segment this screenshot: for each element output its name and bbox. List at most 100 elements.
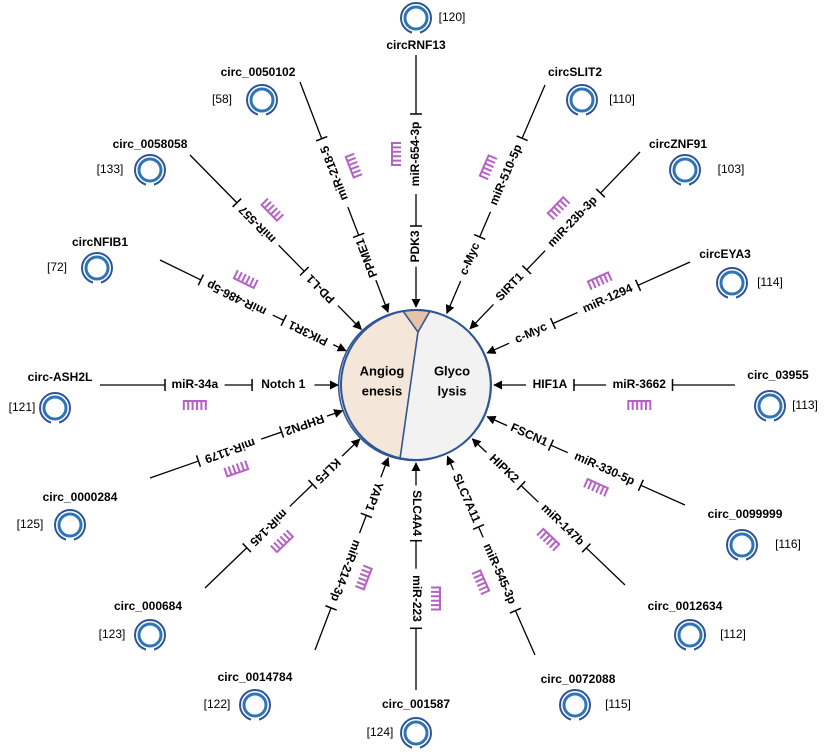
connector [550, 444, 569, 454]
connector [189, 154, 238, 204]
circrna-icon-inner [729, 532, 755, 558]
mirna-label: miR-557 [236, 203, 279, 246]
reference: [116] [775, 537, 801, 551]
mirna-comb [223, 460, 250, 478]
connector [289, 483, 314, 507]
connector [337, 305, 362, 331]
spoke: miR-1179 RHPN2 circ_0000284 [125] [17, 409, 344, 542]
mirna-icon [627, 400, 652, 410]
reference: [72] [47, 260, 67, 274]
inhibit-bar [325, 605, 337, 611]
target-label: FSCN1 [509, 420, 551, 449]
circrna-icon-inner [42, 395, 68, 421]
reference: [121] [9, 400, 36, 414]
inhibit-bar [242, 542, 252, 553]
target-label: PD-L1 [303, 271, 338, 306]
mirna-label: miR-510-5p [486, 142, 524, 207]
inhibit-bar [472, 523, 485, 531]
inhibit-bar [307, 479, 318, 490]
inhibit-bar [232, 198, 242, 208]
reference: [112] [720, 627, 746, 641]
inhibit-bar [516, 480, 526, 491]
spoke: miR-3662 HIF1A circ_03955 [113] [493, 368, 818, 423]
connector [471, 438, 487, 453]
inhibit-bar [549, 317, 557, 330]
connector [526, 250, 546, 271]
spoke: miR-510-5p c-Myc circSLIT2 [110] [445, 65, 635, 315]
connector [260, 431, 282, 440]
connector [341, 438, 361, 457]
inhibit-bar [634, 279, 642, 292]
reference: [125] [17, 517, 44, 531]
connector [520, 485, 539, 503]
connector [314, 607, 332, 651]
reference: [120] [439, 10, 466, 24]
mirna-icon [182, 400, 207, 410]
connector [637, 261, 691, 286]
inhibit-bar [280, 314, 287, 327]
mirna-label: miR-214-3p [328, 538, 364, 603]
mirna-label: miR-1294 [580, 281, 635, 316]
spoke: miR-34a Notch 1 circ-ASH2L [121] [9, 370, 339, 425]
mirna-label: miR-3662 [613, 377, 667, 391]
circrna-label: circZNF91 [649, 137, 707, 151]
connector [358, 515, 367, 534]
circrna-label: circ_0099999 [708, 507, 783, 521]
inhibit-bar [521, 265, 532, 275]
mirna-comb [260, 197, 285, 223]
center-circle: Angiog enesis Glyco lysis [337, 309, 492, 462]
target-label: Notch 1 [261, 377, 305, 391]
mirna-comb [536, 527, 561, 552]
mirna-label: miR-223 [410, 575, 424, 622]
inhibit-bar [278, 426, 285, 438]
spoke: miR-486-5p PIK3R1 circNFIB1 [72] [47, 235, 347, 352]
connector [477, 526, 484, 538]
center-label: lysis [438, 383, 467, 398]
circrna-label: circ_0012634 [648, 599, 723, 613]
mirna-comb [344, 152, 363, 179]
target-label: PIK3R1 [286, 318, 330, 349]
target-label: RHPN2 [283, 412, 326, 439]
circrna-label: circEYA3 [699, 247, 751, 261]
connector [514, 610, 536, 656]
reference: [110] [609, 92, 635, 106]
target-label: c-Myc [512, 319, 549, 346]
connector [445, 280, 462, 315]
spoke: miR-654-3p PDK3 circRNF13 [120] [386, 2, 466, 308]
mirna-icon [471, 569, 491, 596]
circrna-label: circ-ASH2L [28, 370, 93, 384]
inhibit-bar [195, 455, 202, 467]
connector [552, 311, 578, 325]
circrna-icon-inner [672, 157, 698, 183]
mirna-comb [391, 142, 401, 166]
inhibit-bar [637, 479, 644, 492]
mirna-label: miR-545-3p [481, 541, 520, 606]
target-label: YAP1 [362, 480, 386, 514]
connector [640, 484, 686, 506]
circrna-label: circNFIB1 [72, 235, 128, 249]
inhibit-bar [360, 512, 373, 519]
mirna-icon [586, 271, 613, 291]
mirna-comb [471, 569, 491, 596]
mirna-icon [223, 460, 250, 478]
mirna-comb [627, 400, 652, 410]
connector [446, 455, 455, 471]
circrna-icon-inner [57, 512, 83, 538]
inhibit-bar [581, 543, 591, 553]
spoke: miR-1294 c-Myc circEYA3 [114] [486, 247, 783, 354]
connector [149, 460, 199, 479]
circrna-icon-inner [137, 622, 163, 648]
mirna-icon [391, 142, 401, 166]
mirna-label: miR-34a [171, 377, 218, 391]
target-label: KLF5 [312, 455, 344, 486]
inhibit-bar [197, 274, 205, 286]
connector [486, 415, 508, 427]
mirna-icon [344, 152, 363, 179]
connector [600, 151, 641, 194]
mirna-icon [232, 269, 259, 290]
circrna-icon-inner [403, 5, 429, 31]
mirna-label: miR-1179 [203, 436, 258, 467]
reference: [122] [204, 697, 231, 711]
circrna-icon-inner [242, 692, 268, 718]
inhibit-bar [315, 135, 328, 142]
